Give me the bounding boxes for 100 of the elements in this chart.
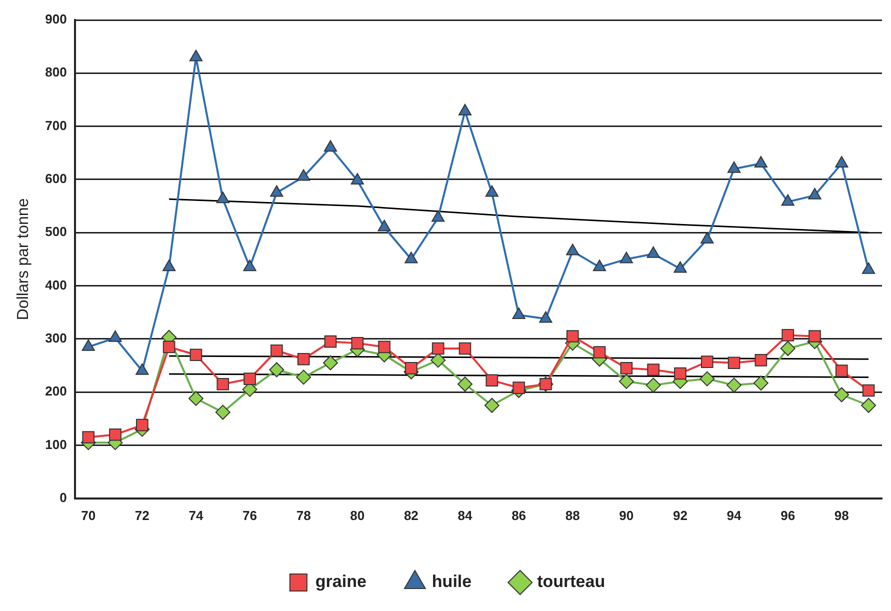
point xyxy=(620,252,633,264)
point xyxy=(109,428,122,441)
point xyxy=(781,194,794,206)
point xyxy=(297,169,310,181)
point xyxy=(485,185,498,197)
point xyxy=(324,140,338,152)
point xyxy=(782,329,794,342)
y-axis-title: Dollars par tonne xyxy=(15,198,32,320)
point xyxy=(539,311,552,323)
y-tick-label: 100 xyxy=(45,436,67,452)
point xyxy=(378,340,390,354)
point xyxy=(646,378,661,393)
x-tick-label: 98 xyxy=(834,508,849,523)
point xyxy=(378,220,391,232)
x-tick-label: 86 xyxy=(512,508,526,523)
x-tick-label: 72 xyxy=(134,508,150,523)
y-tick-label: 500 xyxy=(45,224,67,240)
point xyxy=(136,418,148,432)
y-tick-label: 600 xyxy=(45,171,67,186)
point xyxy=(430,352,446,368)
point xyxy=(647,364,660,376)
point xyxy=(512,308,526,320)
y-tick-label: 0 xyxy=(60,490,67,505)
point xyxy=(592,260,606,272)
point xyxy=(457,376,472,392)
x-tick-label: 82 xyxy=(404,508,418,523)
point xyxy=(835,364,848,377)
point xyxy=(728,356,740,370)
point xyxy=(269,362,284,378)
point xyxy=(700,232,714,244)
point xyxy=(486,374,498,387)
point xyxy=(593,346,606,358)
point xyxy=(700,371,715,386)
point xyxy=(270,185,284,197)
point xyxy=(405,362,418,374)
point xyxy=(458,342,472,355)
point xyxy=(162,260,176,272)
x-tick-label: 94 xyxy=(726,508,742,523)
point xyxy=(162,340,176,354)
point xyxy=(835,156,848,168)
point xyxy=(108,330,122,342)
point xyxy=(432,210,445,222)
point xyxy=(862,384,875,397)
point xyxy=(566,244,580,256)
point xyxy=(244,372,256,385)
point xyxy=(216,192,230,204)
x-tick-label: 74 xyxy=(188,508,204,523)
point xyxy=(350,173,364,185)
point xyxy=(754,354,768,366)
point xyxy=(646,246,660,258)
x-tick-label: 80 xyxy=(350,508,365,523)
point xyxy=(808,188,822,200)
point xyxy=(243,260,256,272)
point xyxy=(190,348,202,362)
x-tick-label: 88 xyxy=(565,508,580,523)
point xyxy=(754,156,768,168)
x-tick-label: 76 xyxy=(242,508,257,523)
point xyxy=(322,355,338,370)
point xyxy=(700,356,714,368)
point xyxy=(862,262,876,274)
legend-label: tourteau xyxy=(537,572,606,592)
legend-label: graine xyxy=(315,572,366,592)
point xyxy=(404,252,418,264)
point xyxy=(484,398,500,413)
y-tick-label: 700 xyxy=(45,118,67,133)
y-tick-label: 200 xyxy=(45,384,67,399)
point xyxy=(82,431,94,444)
point xyxy=(674,367,686,380)
point xyxy=(189,50,203,62)
x-tick-label: 84 xyxy=(458,508,473,523)
y-tick-label: 900 xyxy=(45,12,67,27)
y-tick-label: 400 xyxy=(45,277,67,292)
point xyxy=(215,404,230,420)
point xyxy=(297,352,310,366)
point xyxy=(351,337,364,350)
point xyxy=(753,376,768,391)
point xyxy=(808,330,821,342)
point xyxy=(780,341,796,356)
x-tick-label: 90 xyxy=(619,508,634,523)
point xyxy=(861,398,876,413)
point xyxy=(620,362,633,374)
point xyxy=(216,378,230,390)
point xyxy=(727,161,741,173)
point xyxy=(296,370,312,385)
point xyxy=(834,387,850,402)
point xyxy=(618,374,634,389)
x-tick-label: 92 xyxy=(672,508,688,523)
x-tick-label: 70 xyxy=(81,508,96,523)
point xyxy=(566,330,579,342)
y-tick-label: 300 xyxy=(45,330,67,346)
point xyxy=(674,261,687,273)
point xyxy=(432,342,444,355)
x-tick-label: 78 xyxy=(296,508,311,523)
point xyxy=(458,104,472,116)
point xyxy=(726,378,742,393)
point xyxy=(512,382,525,394)
x-tick-label: 96 xyxy=(780,508,796,523)
point xyxy=(324,335,337,348)
y-tick-label: 800 xyxy=(45,64,67,80)
legend-label: huile xyxy=(432,572,472,592)
